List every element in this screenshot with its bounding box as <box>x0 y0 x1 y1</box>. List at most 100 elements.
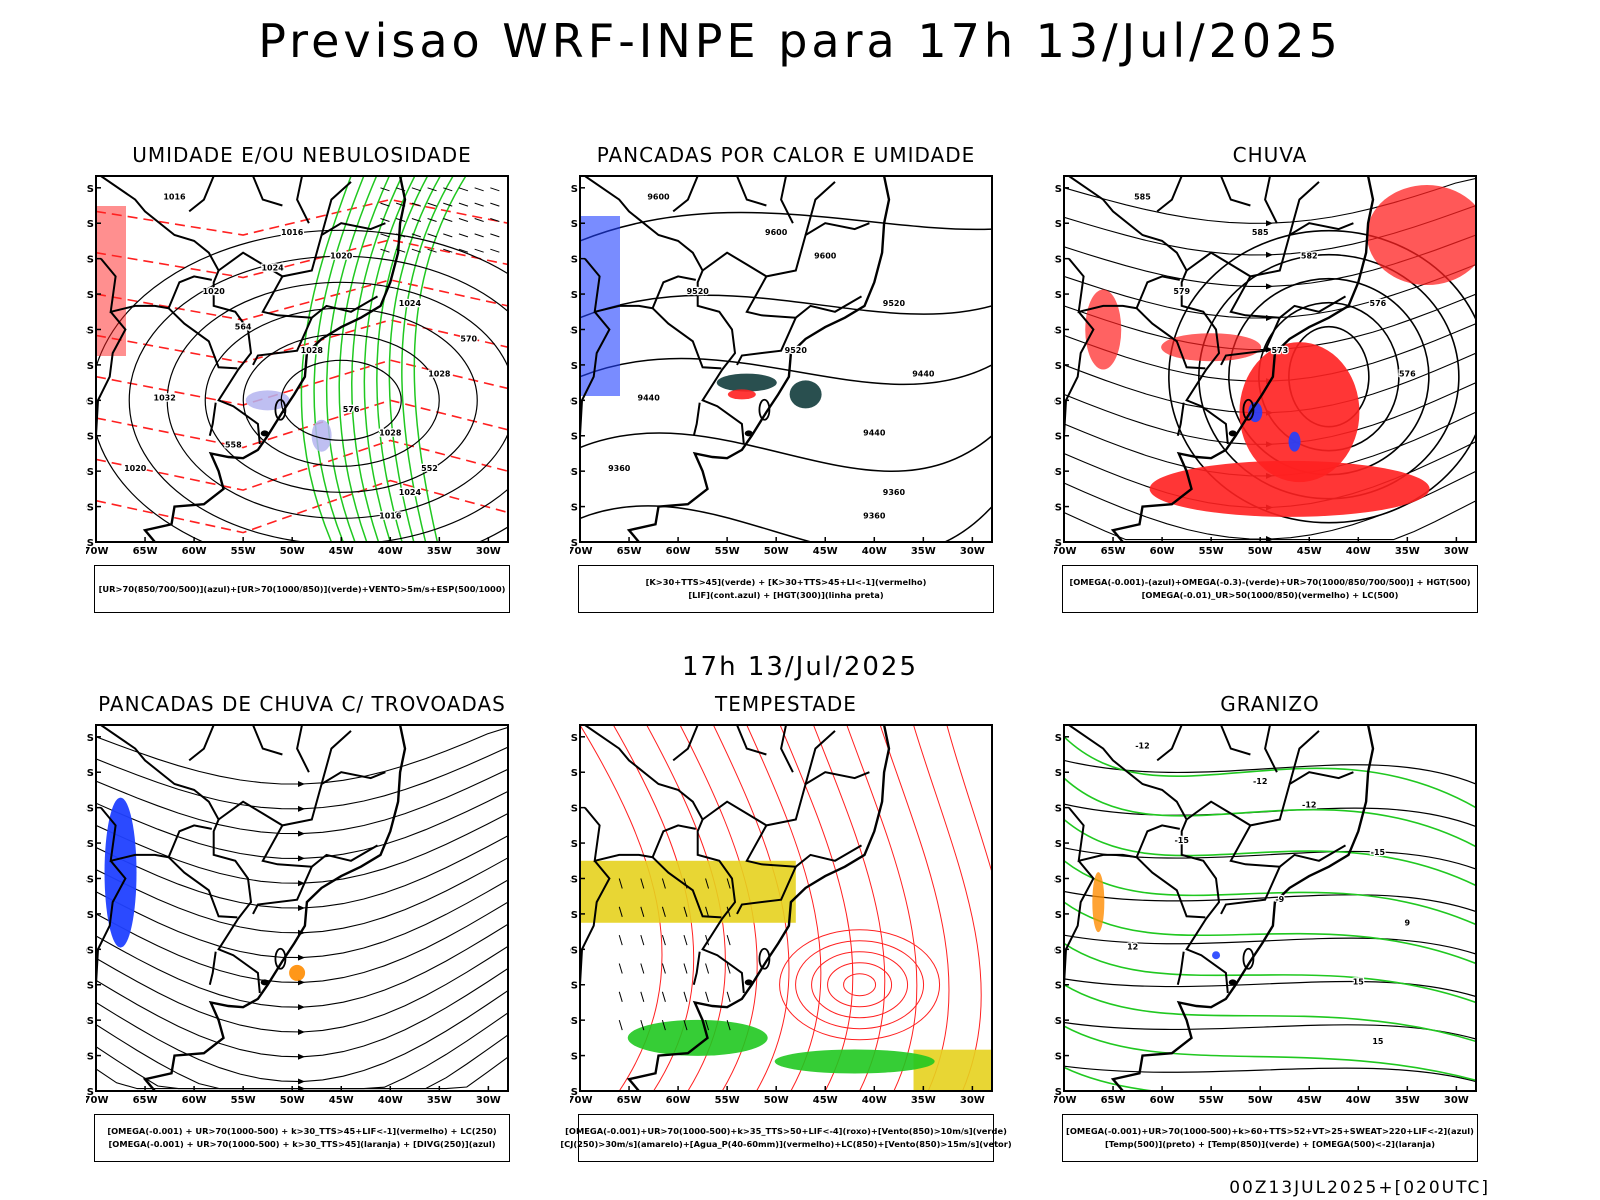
lon-tick-label: 45W <box>1297 546 1322 557</box>
contour-label: 1020 <box>124 464 147 473</box>
contour-label: 9520 <box>883 299 906 308</box>
lon-tick-label: 50W <box>1248 546 1273 557</box>
streamline-arrow <box>298 781 305 788</box>
wind-vector <box>443 187 453 192</box>
streamline-850 <box>779 725 854 1091</box>
country-border <box>804 181 836 236</box>
country-border <box>672 725 699 762</box>
contour-label: 15 <box>1353 978 1365 987</box>
wind-vector <box>458 248 469 253</box>
wind-vector <box>618 878 623 889</box>
lat-tick-label: 18S <box>86 255 94 266</box>
streamline-arrow <box>298 830 305 837</box>
lat-tick-label: 27S <box>86 361 94 372</box>
lagoa-mirim <box>260 979 269 986</box>
streamline-arrow <box>298 805 305 812</box>
map-frame <box>95 175 509 543</box>
humidity-contour <box>325 176 378 542</box>
lat-tick-label: 36S <box>1054 1016 1062 1027</box>
wind-850-area <box>774 1049 935 1074</box>
middle-subtitle: 17h 13/Jul/2025 <box>682 652 918 682</box>
country-border <box>702 771 870 827</box>
circulation-contour <box>843 973 877 997</box>
omega-area <box>1288 431 1301 452</box>
map-layer <box>96 725 508 1091</box>
map-layer <box>580 725 992 1091</box>
wind-vector <box>726 991 731 1002</box>
legend-line: [OMEGA(-0.001)-(azul)+OMEGA(-0.3)-(verde… <box>1069 577 1471 587</box>
humidity-area <box>96 206 126 356</box>
wind-vector <box>427 187 437 192</box>
legend-line: [Temp(500)](preto) + [Temp(850)](verde) … <box>1104 1139 1436 1149</box>
country-border <box>1220 866 1281 915</box>
lat-tick-label: 27S <box>570 910 578 921</box>
country-border <box>1156 176 1183 213</box>
streamline <box>96 945 508 1033</box>
country-border <box>296 725 310 773</box>
country-border <box>736 176 767 207</box>
lat-tick-label: 33S <box>1054 981 1062 992</box>
contour-label: 573 <box>1271 346 1288 355</box>
temp-850-contour <box>1064 860 1476 926</box>
lat-tick-label: 27S <box>1054 361 1062 372</box>
lat-tick-label: 27S <box>86 910 94 921</box>
rain-area <box>1161 333 1262 362</box>
pressure-contour <box>166 281 508 519</box>
wind-vector <box>640 906 645 917</box>
contour-label: 9600 <box>647 193 670 202</box>
contour-label: 1024 <box>261 263 284 272</box>
lagoa-dos-patos <box>758 398 771 421</box>
map-frame <box>1063 724 1477 1092</box>
coastline-east <box>142 176 407 542</box>
coastline-east <box>626 176 891 542</box>
contour-label: 576 <box>1370 299 1387 308</box>
wind-vector <box>427 202 437 207</box>
lon-tick-label: 30W <box>1444 546 1469 557</box>
page-title: Previsao WRF-INPE para 17h 13/Jul/2025 <box>258 14 1342 68</box>
lat-tick-label: 21S <box>570 839 578 850</box>
country-border <box>320 181 352 236</box>
country-border <box>1288 730 1320 785</box>
contour-label: 582 <box>1301 252 1318 261</box>
wind-vector <box>458 218 469 222</box>
temp-500-contour <box>1064 1065 1476 1083</box>
height-contour <box>580 505 992 542</box>
lon-tick-label: 55W <box>231 1095 256 1106</box>
lat-tick-label: 36S <box>86 467 94 478</box>
wind-vector <box>618 1020 623 1031</box>
lat-tick-label: 15S <box>570 219 578 230</box>
contour-label: 1020 <box>330 252 353 261</box>
temp-500-contour <box>1064 934 1476 955</box>
streamline-arrow <box>298 1085 305 1091</box>
wind-vector <box>427 218 437 222</box>
temp-850-contour <box>1064 901 1476 965</box>
wind-vector <box>474 233 484 238</box>
lat-tick-label: 30S <box>570 945 578 956</box>
temp-500-contour <box>1064 803 1476 828</box>
lat-tick-label: 24S <box>1054 874 1062 885</box>
country-border <box>188 176 215 213</box>
country-border <box>1068 257 1180 314</box>
legend-line: [UR>70(850/700/500)](azul)+[UR>70(1000/8… <box>98 583 506 594</box>
map-frame <box>95 724 509 1092</box>
humidity-area <box>245 390 290 411</box>
streamline <box>96 1056 508 1090</box>
rain-area <box>1239 342 1360 483</box>
contour-label: 12 <box>1127 942 1138 951</box>
lon-tick-label: 45W <box>329 1095 354 1106</box>
country-border <box>100 257 212 314</box>
country-border <box>1135 307 1206 370</box>
lat-tick-label: 24S <box>570 325 578 336</box>
wind-vector <box>380 218 390 222</box>
lon-tick-label: 40W <box>378 546 403 557</box>
wind-vector <box>380 202 390 207</box>
country-border <box>736 317 797 366</box>
lat-tick-label: 33S <box>570 432 578 443</box>
wind-vector <box>726 878 731 889</box>
wind-vector <box>443 248 453 253</box>
lon-tick-label: 50W <box>280 546 305 557</box>
run-timestamp: 00Z13JUL2025+[020UTC] <box>1229 1178 1490 1198</box>
lagoa-mirim <box>260 430 269 437</box>
contour-label: 570 <box>460 334 477 343</box>
country-border <box>1264 725 1278 773</box>
